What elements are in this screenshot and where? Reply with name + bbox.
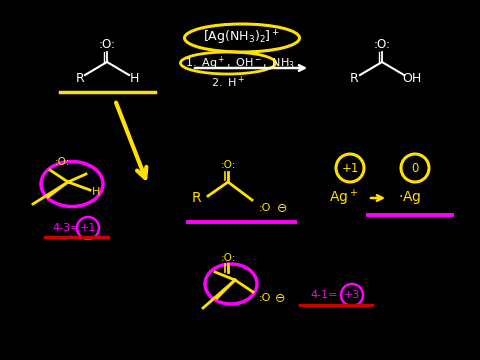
Text: :O:: :O:	[373, 39, 391, 51]
Text: :O:: :O:	[220, 160, 236, 170]
Text: H: H	[92, 187, 100, 197]
Text: 4-1=: 4-1=	[310, 290, 337, 300]
Text: R: R	[191, 191, 201, 205]
Text: :O: :O	[259, 293, 271, 303]
Text: :O:: :O:	[220, 253, 236, 263]
Text: :O:: :O:	[54, 157, 70, 167]
Text: +1: +1	[341, 162, 359, 175]
Text: H: H	[129, 72, 139, 85]
Text: $\cdot\mathrm{Ag}$: $\cdot\mathrm{Ag}$	[398, 189, 422, 207]
Text: $2.\ \mathrm{H^+}$: $2.\ \mathrm{H^+}$	[211, 75, 245, 90]
Text: OH: OH	[402, 72, 421, 85]
Text: :O:: :O:	[98, 39, 116, 51]
Text: R: R	[76, 72, 84, 85]
Text: $\ominus$: $\ominus$	[276, 202, 288, 215]
Text: :O: :O	[259, 203, 271, 213]
Text: $1.\ \mathrm{Ag^+,\ OH^-,\ NH_3}$: $1.\ \mathrm{Ag^+,\ OH^-,\ NH_3}$	[185, 54, 295, 72]
Text: 4-3=: 4-3=	[52, 223, 80, 233]
Text: $[\mathrm{Ag(NH_3)_2}]^+$: $[\mathrm{Ag(NH_3)_2}]^+$	[204, 29, 280, 47]
Text: 0: 0	[411, 162, 419, 175]
Text: R: R	[349, 72, 359, 85]
Text: +1: +1	[80, 223, 96, 233]
Text: +3: +3	[344, 290, 360, 300]
Text: $\ominus$: $\ominus$	[275, 292, 286, 305]
Text: $\mathrm{Ag^+}$: $\mathrm{Ag^+}$	[329, 188, 359, 208]
